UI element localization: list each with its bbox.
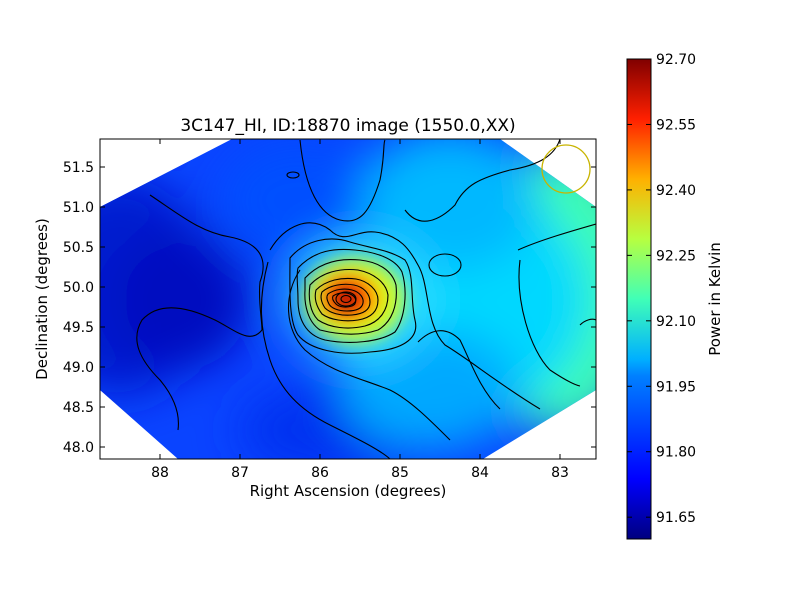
x-tick-label: 83: [551, 465, 569, 481]
x-tick-label: 86: [311, 465, 329, 481]
x-tick-label: 87: [231, 465, 249, 481]
y-tick-label: 50.5: [63, 240, 94, 256]
y-tick-label: 51.0: [63, 200, 94, 216]
x-tick-label: 85: [391, 465, 409, 481]
colorbar-tick-label: 91.95: [656, 379, 696, 395]
x-axis-ticks: 88 87 86 85 84 83: [151, 139, 569, 481]
x-tick-label: 88: [151, 465, 169, 481]
colorbar-tick-label: 92.25: [656, 248, 696, 264]
heatmap-image: [100, 139, 596, 459]
y-tick-label: 49.5: [63, 320, 94, 336]
y-tick-label: 48.5: [63, 400, 94, 416]
y-tick-label: 51.5: [63, 160, 94, 176]
colorbar-tick-label: 91.65: [656, 510, 696, 526]
colorbar-label: Power in Kelvin: [706, 242, 724, 356]
plot-frame: [99, 138, 597, 460]
beam-circle: [541, 144, 591, 194]
y-tick-label: 48.0: [63, 440, 94, 456]
colorbar-ticks: 92.70 92.55 92.40 92.25 92.10 91.95 91.80 91.65: [627, 52, 696, 526]
colorbar-tick-label: 92.70: [656, 52, 696, 68]
y-tick-label: 49.0: [63, 360, 94, 376]
y-tick-label: 50.0: [63, 280, 94, 296]
colorbar: [626, 58, 652, 540]
colorbar-tick-label: 91.80: [656, 445, 696, 461]
y-axis-ticks: 48.0 48.5 49.0 49.5 50.0 50.5 51.0 51.5: [63, 160, 596, 456]
y-axis-label: Declination (degrees): [33, 218, 51, 380]
colorbar-tick-label: 92.40: [656, 183, 696, 199]
x-axis-label: Right Ascension (degrees): [250, 482, 447, 500]
contour-lines: [136, 139, 596, 459]
x-tick-label: 84: [471, 465, 489, 481]
chart-title: 3C147_HI, ID:18870 image (1550.0,XX): [180, 116, 515, 136]
colorbar-tick-label: 92.55: [656, 117, 696, 133]
colorbar-tick-label: 92.10: [656, 314, 696, 330]
